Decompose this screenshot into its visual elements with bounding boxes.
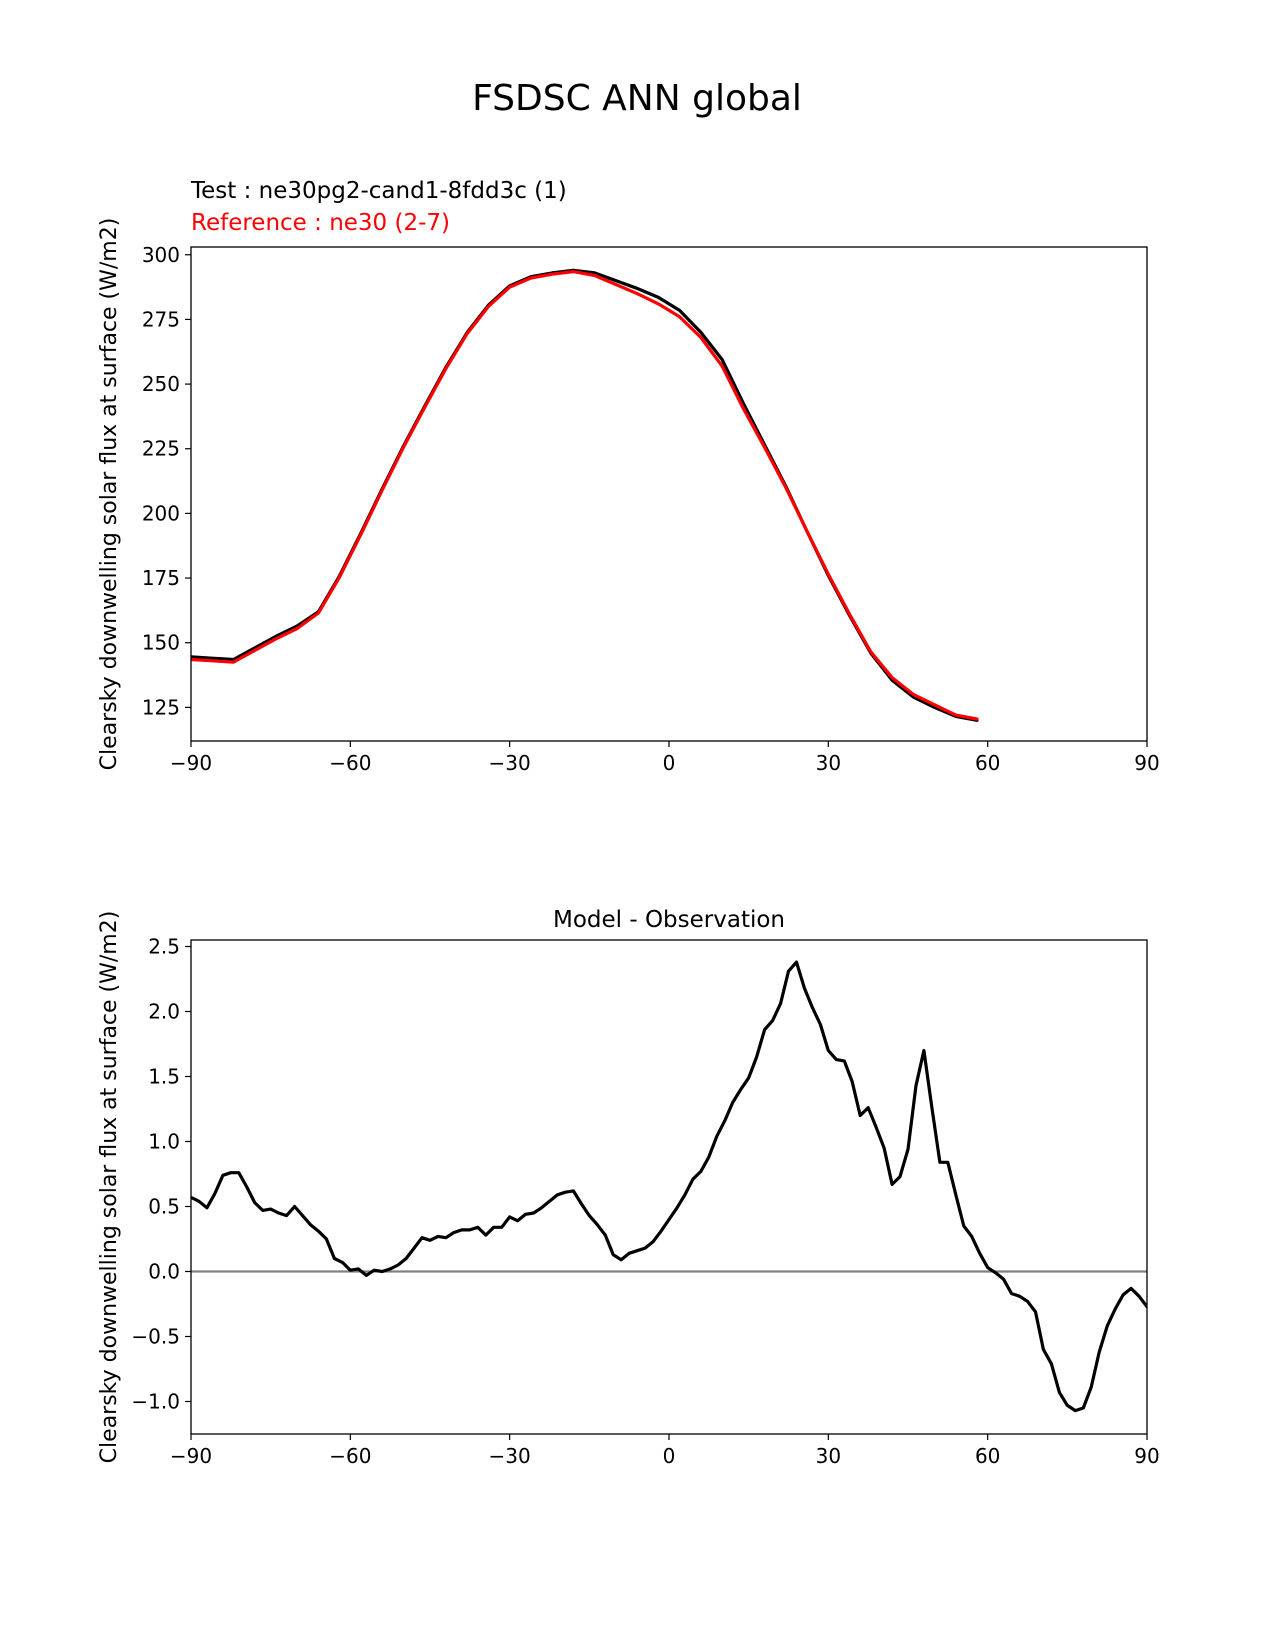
series-line-test xyxy=(191,960,1147,1413)
y-tick-label: −1.0 xyxy=(131,1390,180,1414)
y-tick-label: 275 xyxy=(142,307,180,331)
y-tick-label: 225 xyxy=(142,437,180,461)
x-tick-label: −90 xyxy=(170,1444,212,1468)
y-tick-label: −0.5 xyxy=(131,1325,180,1349)
y-tick-label: 0.5 xyxy=(148,1195,180,1219)
top-panel-series xyxy=(191,268,979,722)
y-tick-label: 1.5 xyxy=(148,1065,180,1089)
figure-title: FSDSC ANN global xyxy=(472,78,802,119)
x-tick-label: 60 xyxy=(975,751,1000,775)
bottom-panel-ylabel: Clearsky downwelling solar flux at surfa… xyxy=(97,911,122,1464)
x-tick-label: 0 xyxy=(663,751,676,775)
y-tick-label: 0.0 xyxy=(148,1260,180,1284)
y-tick-label: 175 xyxy=(142,566,180,590)
top-panel-ticks: −90 −60 −30 0 30 60 90 125 150 175 200 225 250 275 300 xyxy=(142,243,1160,775)
x-tick-label: 90 xyxy=(1134,1444,1159,1468)
test-label: Test : ne30pg2-cand1-8fdd3c (1) xyxy=(190,178,567,204)
x-tick-label: 0 xyxy=(663,1444,676,1468)
reference-label: Reference : ne30 (2-7) xyxy=(191,210,450,236)
x-tick-label: −60 xyxy=(329,751,371,775)
bottom-panel-title: Model - Observation xyxy=(553,907,785,933)
y-tick-label: 1.0 xyxy=(148,1130,180,1154)
x-tick-label: −30 xyxy=(489,751,531,775)
y-tick-label: 250 xyxy=(142,372,180,396)
bottom-panel-series xyxy=(191,960,1147,1413)
bottom-panel-frame xyxy=(190,939,1148,1435)
y-tick-label: 200 xyxy=(142,501,180,525)
y-tick-label: 2.0 xyxy=(148,1000,180,1024)
x-tick-label: 60 xyxy=(975,1444,1000,1468)
x-tick-label: −90 xyxy=(170,751,212,775)
y-tick-label: 125 xyxy=(142,695,180,719)
x-tick-label: 30 xyxy=(816,1444,841,1468)
series-line-reference xyxy=(191,270,979,721)
bottom-panel-ticks: −90 −60 −30 0 30 60 90 −1.0 −0.5 0.0 0.5 1.0 1.5 2.0 2… xyxy=(131,935,1159,1469)
y-tick-label: 2.5 xyxy=(148,935,180,959)
top-panel: −90 −60 −30 0 30 60 90 125 150 175 200 225 250 275 300… xyxy=(97,218,1160,775)
y-tick-label: 300 xyxy=(142,243,180,267)
x-tick-label: −30 xyxy=(489,1444,531,1468)
x-tick-label: −60 xyxy=(329,1444,371,1468)
bottom-panel: −90 −60 −30 0 30 60 90 −1.0 −0.5 0.0 0.5 1.0 1.5 2.0 2… xyxy=(97,907,1160,1468)
top-panel-frame xyxy=(190,246,1148,742)
x-tick-label: 90 xyxy=(1134,751,1159,775)
y-tick-label: 150 xyxy=(142,631,180,655)
x-tick-label: 30 xyxy=(816,751,841,775)
top-panel-ylabel: Clearsky downwelling solar flux at surfa… xyxy=(97,218,122,771)
